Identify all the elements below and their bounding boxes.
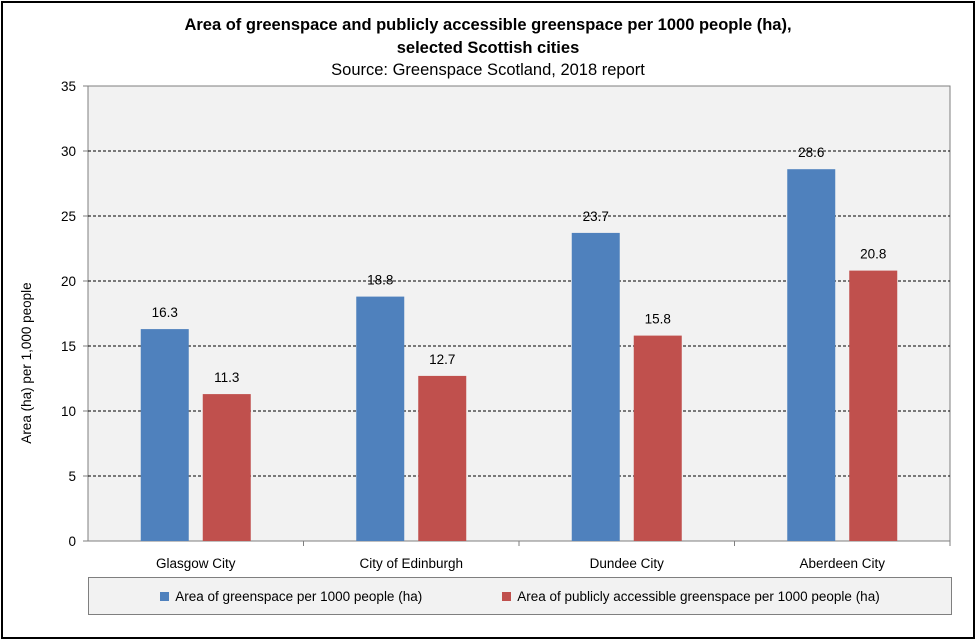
chart-title-line-2: selected Scottish cities — [396, 39, 580, 57]
y-tick-label: 15 — [61, 339, 76, 354]
bar — [356, 296, 405, 541]
legend: Area of greenspace per 1000 people (ha) … — [88, 577, 952, 615]
x-category-label: Dundee City — [590, 556, 665, 571]
chart-title-line-1: Area of greenspace and publicly accessib… — [184, 16, 792, 34]
bar — [787, 169, 836, 541]
data-label: 15.8 — [645, 312, 671, 327]
bar — [418, 375, 467, 541]
x-axis-categories: Glasgow City City of Edinburgh Dundee City… — [156, 541, 951, 571]
legend-label-greenspace: Area of greenspace per 1000 people (ha) — [175, 588, 423, 604]
y-tick-label: 25 — [61, 209, 76, 224]
data-label: 20.8 — [860, 247, 886, 262]
data-label: 28.6 — [798, 145, 824, 160]
legend-item-greenspace: Area of greenspace per 1000 people (ha) — [160, 589, 422, 604]
gridlines — [88, 150, 950, 477]
bars — [140, 169, 898, 541]
x-category-label: Aberdeen City — [799, 556, 885, 571]
legend-swatch-red — [502, 591, 512, 601]
y-tick-label: 35 — [61, 79, 76, 94]
y-tick-label: 10 — [61, 404, 76, 419]
y-axis-label: Area (ha) per 1,000 people — [19, 282, 34, 443]
y-axis-ticks: 0 5 10 15 20 25 30 35 — [61, 79, 88, 549]
bar — [140, 329, 189, 541]
y-tick-label: 20 — [61, 274, 76, 289]
y-tick-label: 30 — [61, 144, 76, 159]
x-category-label: Glasgow City — [156, 556, 236, 571]
legend-item-accessible-greenspace: Area of publicly accessible greenspace p… — [502, 588, 880, 604]
x-category-label: City of Edinburgh — [359, 556, 463, 571]
data-label: 12.7 — [429, 352, 455, 367]
data-labels: 16.3 11.3 18.8 12.7 23.7 15.8 28.6 20.8 — [152, 145, 887, 385]
chart-subtitle: Source: Greenspace Scotland, 2018 report — [331, 61, 645, 79]
bar — [202, 394, 251, 541]
legend-label-accessible-greenspace: Area of publicly accessible greenspace p… — [517, 588, 880, 604]
data-label: 11.3 — [214, 370, 239, 385]
data-label: 18.8 — [367, 273, 393, 288]
data-label: 16.3 — [152, 305, 178, 320]
bar — [849, 270, 898, 541]
y-tick-label: 0 — [68, 534, 76, 549]
legend-swatch-blue — [160, 591, 170, 601]
bar — [633, 335, 682, 541]
data-label: 23.7 — [583, 209, 609, 224]
bar — [571, 232, 620, 541]
y-tick-label: 5 — [68, 469, 76, 484]
